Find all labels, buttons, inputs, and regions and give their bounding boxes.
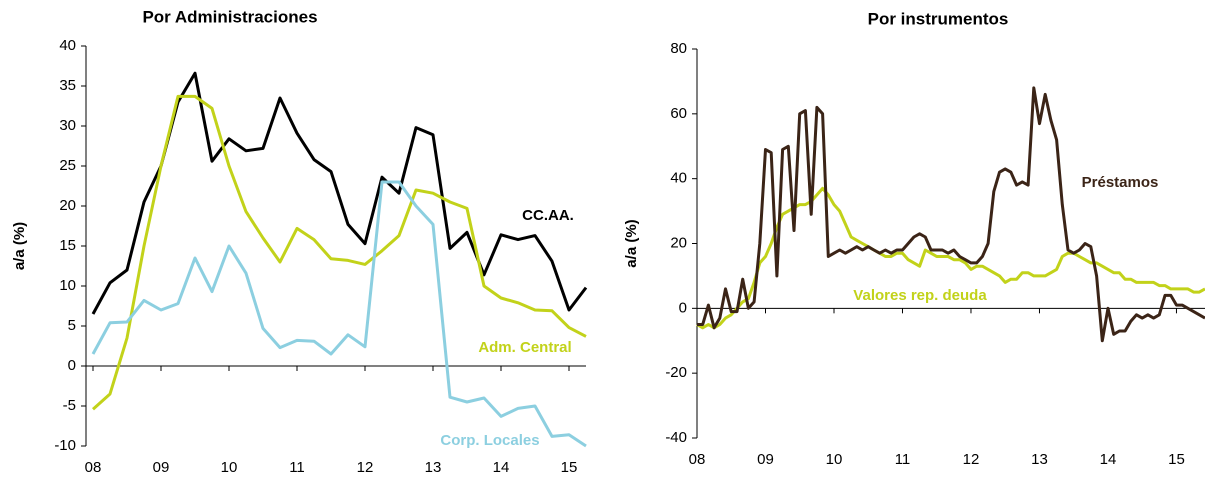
y-tick-label: 10 — [59, 277, 76, 294]
x-tick-label: 08 — [85, 459, 102, 476]
data-line — [91, 71, 588, 315]
series-label: Corp. Locales — [440, 432, 539, 449]
x-tick-label: 15 — [1168, 451, 1185, 468]
y-tick-label: 40 — [59, 37, 76, 54]
data-line — [696, 186, 1205, 330]
y-tick-label: 40 — [670, 170, 687, 187]
y-tick-label: 25 — [59, 157, 76, 174]
x-tick-label: 14 — [493, 459, 510, 476]
chart-title: Por Administraciones — [142, 7, 317, 26]
x-tick-label: 10 — [826, 451, 843, 468]
y-tick-label: 5 — [68, 317, 76, 334]
y-tick-label: -40 — [665, 429, 687, 446]
series-label: Valores rep. deuda — [853, 287, 987, 304]
x-tick-label: 09 — [153, 459, 170, 476]
data-line — [92, 94, 587, 411]
x-tick-label: 09 — [757, 451, 774, 468]
y-tick-label: 0 — [679, 299, 687, 316]
chart-title: Por instrumentos — [868, 9, 1009, 28]
y-tick-label: 0 — [68, 357, 76, 374]
y-tick-label: -10 — [54, 437, 76, 454]
x-tick-label: 13 — [425, 459, 442, 476]
y-tick-label: 35 — [59, 77, 76, 94]
series-label: Adm. Central — [478, 339, 571, 356]
y-tick-label: -5 — [63, 397, 76, 414]
y-tick-label: 15 — [59, 237, 76, 254]
series-label: Préstamos — [1082, 174, 1159, 191]
y-tick-label: 80 — [670, 40, 687, 57]
y-tick-label: 20 — [670, 234, 687, 251]
y-tick-label: 60 — [670, 105, 687, 122]
x-tick-label: 11 — [895, 451, 911, 468]
y-tick-label: -20 — [665, 364, 687, 381]
data-line — [697, 86, 1205, 343]
y-axis-label: a/a (%) — [623, 219, 640, 267]
y-axis-label: a/a (%) — [11, 222, 28, 270]
x-tick-label: 12 — [357, 459, 374, 476]
y-tick-label: 30 — [59, 117, 76, 134]
x-tick-label: 08 — [689, 451, 706, 468]
y-tick-label: 20 — [59, 197, 76, 214]
x-tick-label: 12 — [963, 451, 980, 468]
x-tick-label: 14 — [1100, 451, 1117, 468]
x-tick-label: 10 — [221, 459, 238, 476]
x-tick-label: 15 — [561, 459, 578, 476]
x-tick-label: 13 — [1031, 451, 1048, 468]
series-label: CC.AA. — [522, 207, 574, 224]
x-tick-label: 11 — [289, 459, 305, 476]
data-line — [91, 180, 587, 448]
